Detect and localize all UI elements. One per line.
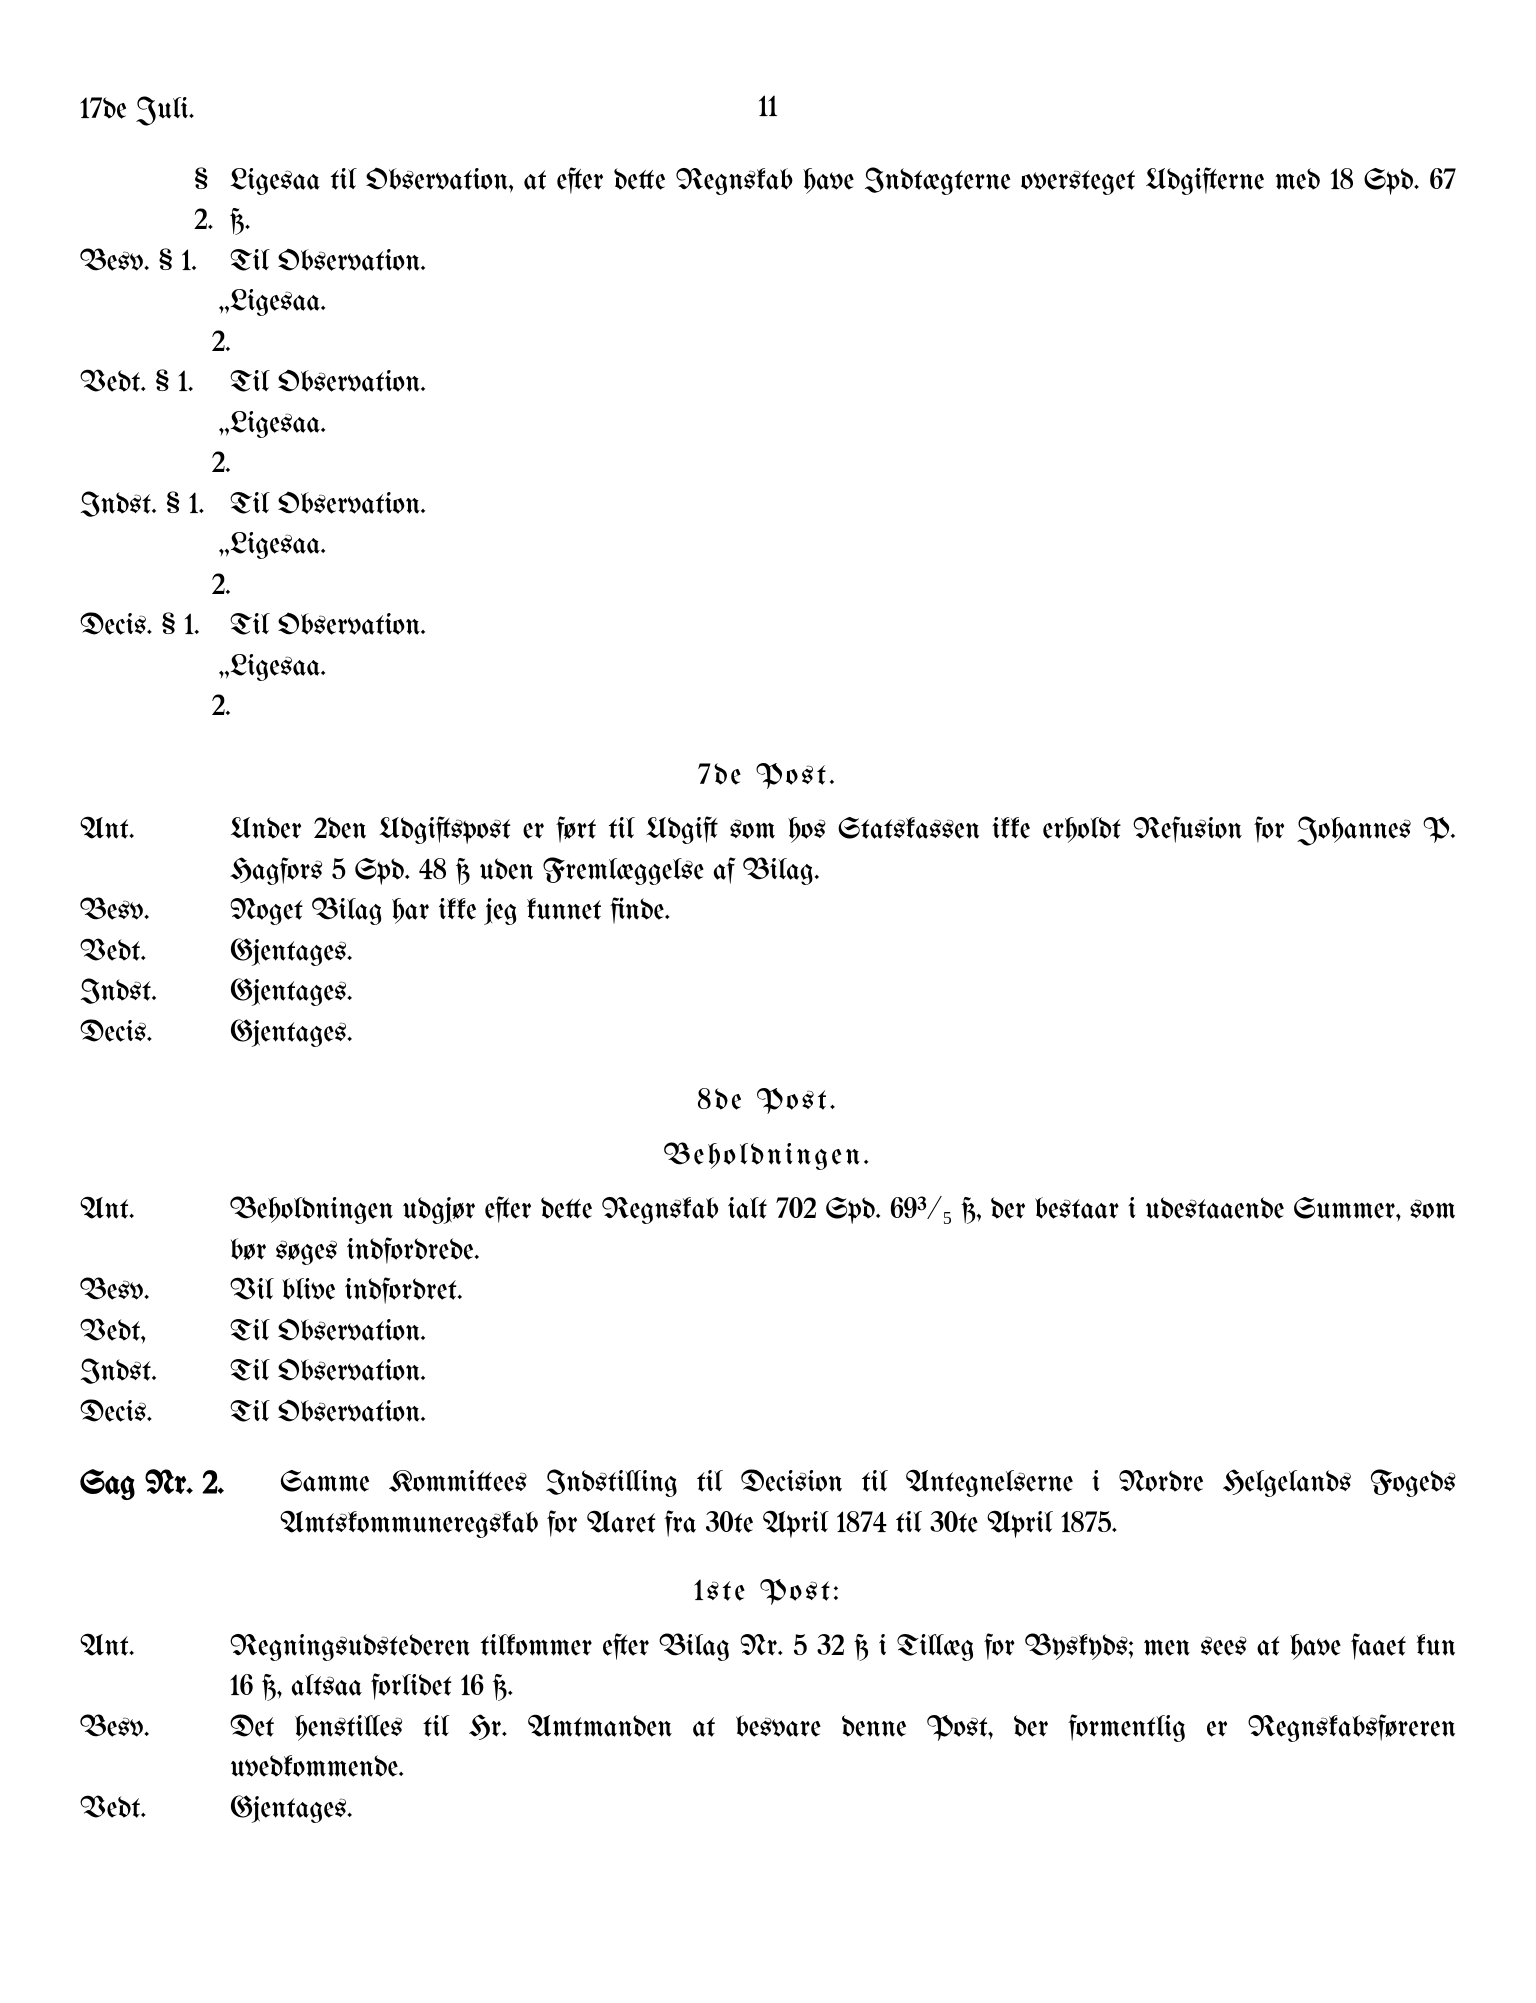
- resp-text: Til Observation.: [230, 1393, 1456, 1434]
- resp-text: Det henstilles til Hr. Amtmanden at besv…: [230, 1708, 1456, 1789]
- resp-label: Decis.: [80, 1393, 230, 1434]
- resp-text: Gjentages.: [230, 932, 1456, 973]
- resp-text: Ligesaa.: [230, 404, 1456, 445]
- resp-label: „ 2.: [80, 525, 230, 606]
- ant-label: Ant.: [80, 1627, 230, 1668]
- resp-text: Til Observation.: [230, 606, 1456, 647]
- resp-text: Ligesaa.: [230, 525, 1456, 566]
- resp-text: Til Observation.: [230, 363, 1456, 404]
- resp-text: Til Observation.: [230, 242, 1456, 283]
- resp-text: Til Observation.: [230, 1352, 1456, 1393]
- ant-label: Ant.: [80, 1190, 230, 1231]
- resp-label: „ 2.: [80, 647, 230, 728]
- resp-label: Besv. § 1.: [80, 242, 230, 283]
- resp-label: Vedt.: [80, 932, 230, 973]
- post-8-subheading: Beholdningen.: [80, 1136, 1456, 1177]
- resp-text: Gjentages.: [230, 1789, 1456, 1830]
- ant-label: Ant.: [80, 810, 230, 851]
- page-number: 11: [758, 88, 777, 129]
- resp-text: Noget Bilag har ikke jeg kunnet finde.: [230, 891, 1456, 932]
- resp-text: Ligesaa.: [230, 647, 1456, 688]
- ant-text: Beholdningen udgjør efter dette Regnskab…: [230, 1190, 1456, 1271]
- resp-label: Besv.: [80, 1708, 230, 1749]
- resp-label: Decis. § 1.: [80, 606, 230, 647]
- resp-label: Indst.: [80, 1352, 230, 1393]
- resp-text: Vil blive indfordret.: [230, 1271, 1456, 1312]
- resp-label: Indst.: [80, 972, 230, 1013]
- section-2-label: § 2.: [80, 161, 230, 242]
- resp-text: Til Observation.: [230, 485, 1456, 526]
- post-8-heading: 8de Post.: [80, 1081, 1456, 1122]
- post-1-heading: 1ste Post:: [80, 1572, 1456, 1613]
- resp-label: Besv.: [80, 1271, 230, 1312]
- sag-nr-2-label: Sag Nr. 2.: [80, 1463, 280, 1508]
- resp-label: Vedt,: [80, 1312, 230, 1353]
- resp-text: Gjentages.: [230, 972, 1456, 1013]
- resp-label: Vedt.: [80, 1789, 230, 1830]
- resp-label: Vedt. § 1.: [80, 363, 230, 404]
- resp-label: Indst. § 1.: [80, 485, 230, 526]
- resp-text: Ligesaa.: [230, 282, 1456, 323]
- resp-text: Til Observation.: [230, 1312, 1456, 1353]
- resp-label: „ 2.: [80, 282, 230, 363]
- sag-nr-2-text: Samme Kommittees Indstilling til Decisio…: [280, 1463, 1456, 1544]
- resp-label: Besv.: [80, 891, 230, 932]
- post-7-heading: 7de Post.: [80, 756, 1456, 797]
- header-date: 17de Juli.: [80, 90, 195, 131]
- resp-label: „ 2.: [80, 404, 230, 485]
- ant-text: Under 2den Udgiftspost er ført til Udgif…: [230, 810, 1456, 891]
- ant-text: Regningsudstederen tilkommer efter Bilag…: [230, 1627, 1456, 1708]
- resp-label: Decis.: [80, 1013, 230, 1054]
- resp-text: Gjentages.: [230, 1013, 1456, 1054]
- section-2-text: Ligesaa til Observation, at efter dette …: [230, 161, 1456, 242]
